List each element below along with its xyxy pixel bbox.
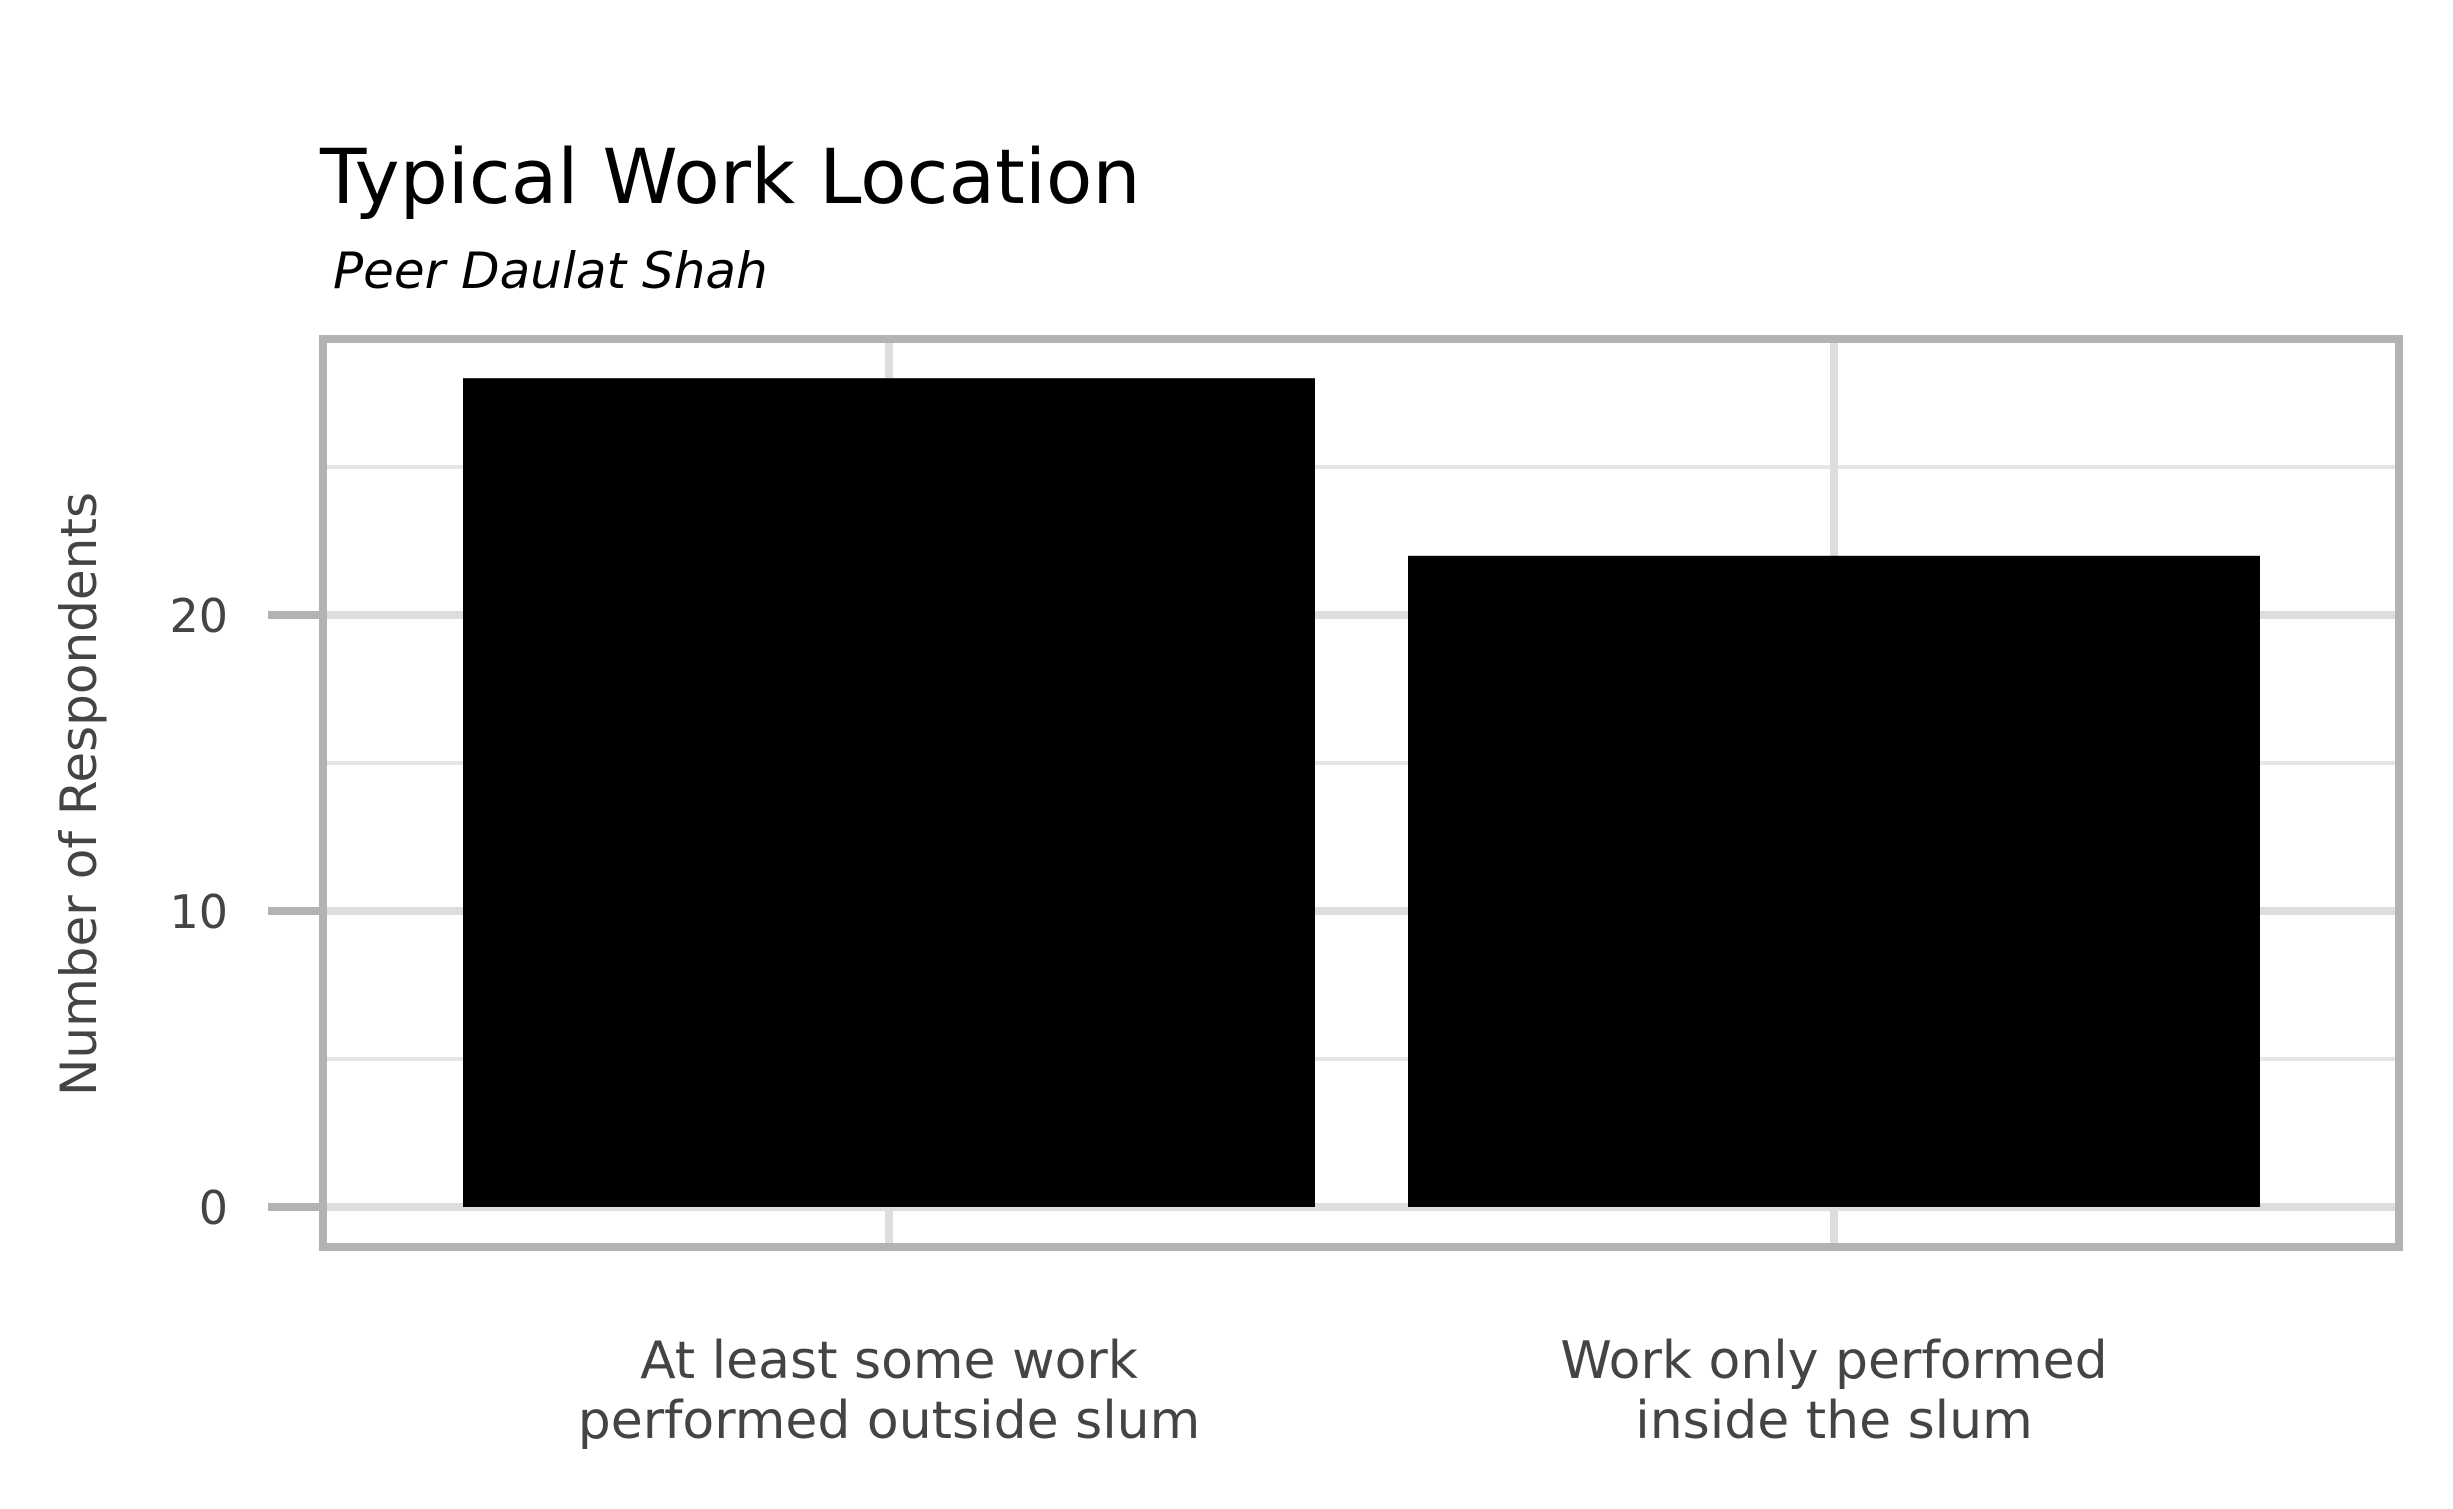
x-tick-label-1-line-1: inside the slum: [1635, 1391, 2033, 1451]
x-tick-label-1-line-0: Work only performed: [1560, 1331, 2107, 1391]
y-axis-label: Number of Respondents: [50, 492, 108, 1096]
x-tick-label-0-line-1: performed outside slum: [578, 1391, 1201, 1451]
y-tick-label-0: 0: [199, 1181, 228, 1235]
bar-1: [1408, 555, 2260, 1207]
bar-0: [463, 378, 1315, 1207]
bars: [463, 378, 2260, 1207]
chart-subtitle: Peer Daulat Shah: [333, 242, 768, 300]
y-tick-label-2: 20: [169, 589, 228, 643]
plot-frame: [319, 335, 2403, 1251]
y-tick-label-1: 10: [169, 885, 228, 939]
chart-title: Typical Work Location: [319, 132, 1141, 221]
x-tick-label-0-line-0: At least some work: [640, 1331, 1138, 1391]
